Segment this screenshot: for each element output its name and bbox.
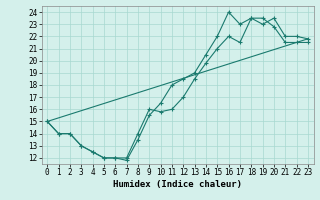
X-axis label: Humidex (Indice chaleur): Humidex (Indice chaleur) — [113, 180, 242, 189]
